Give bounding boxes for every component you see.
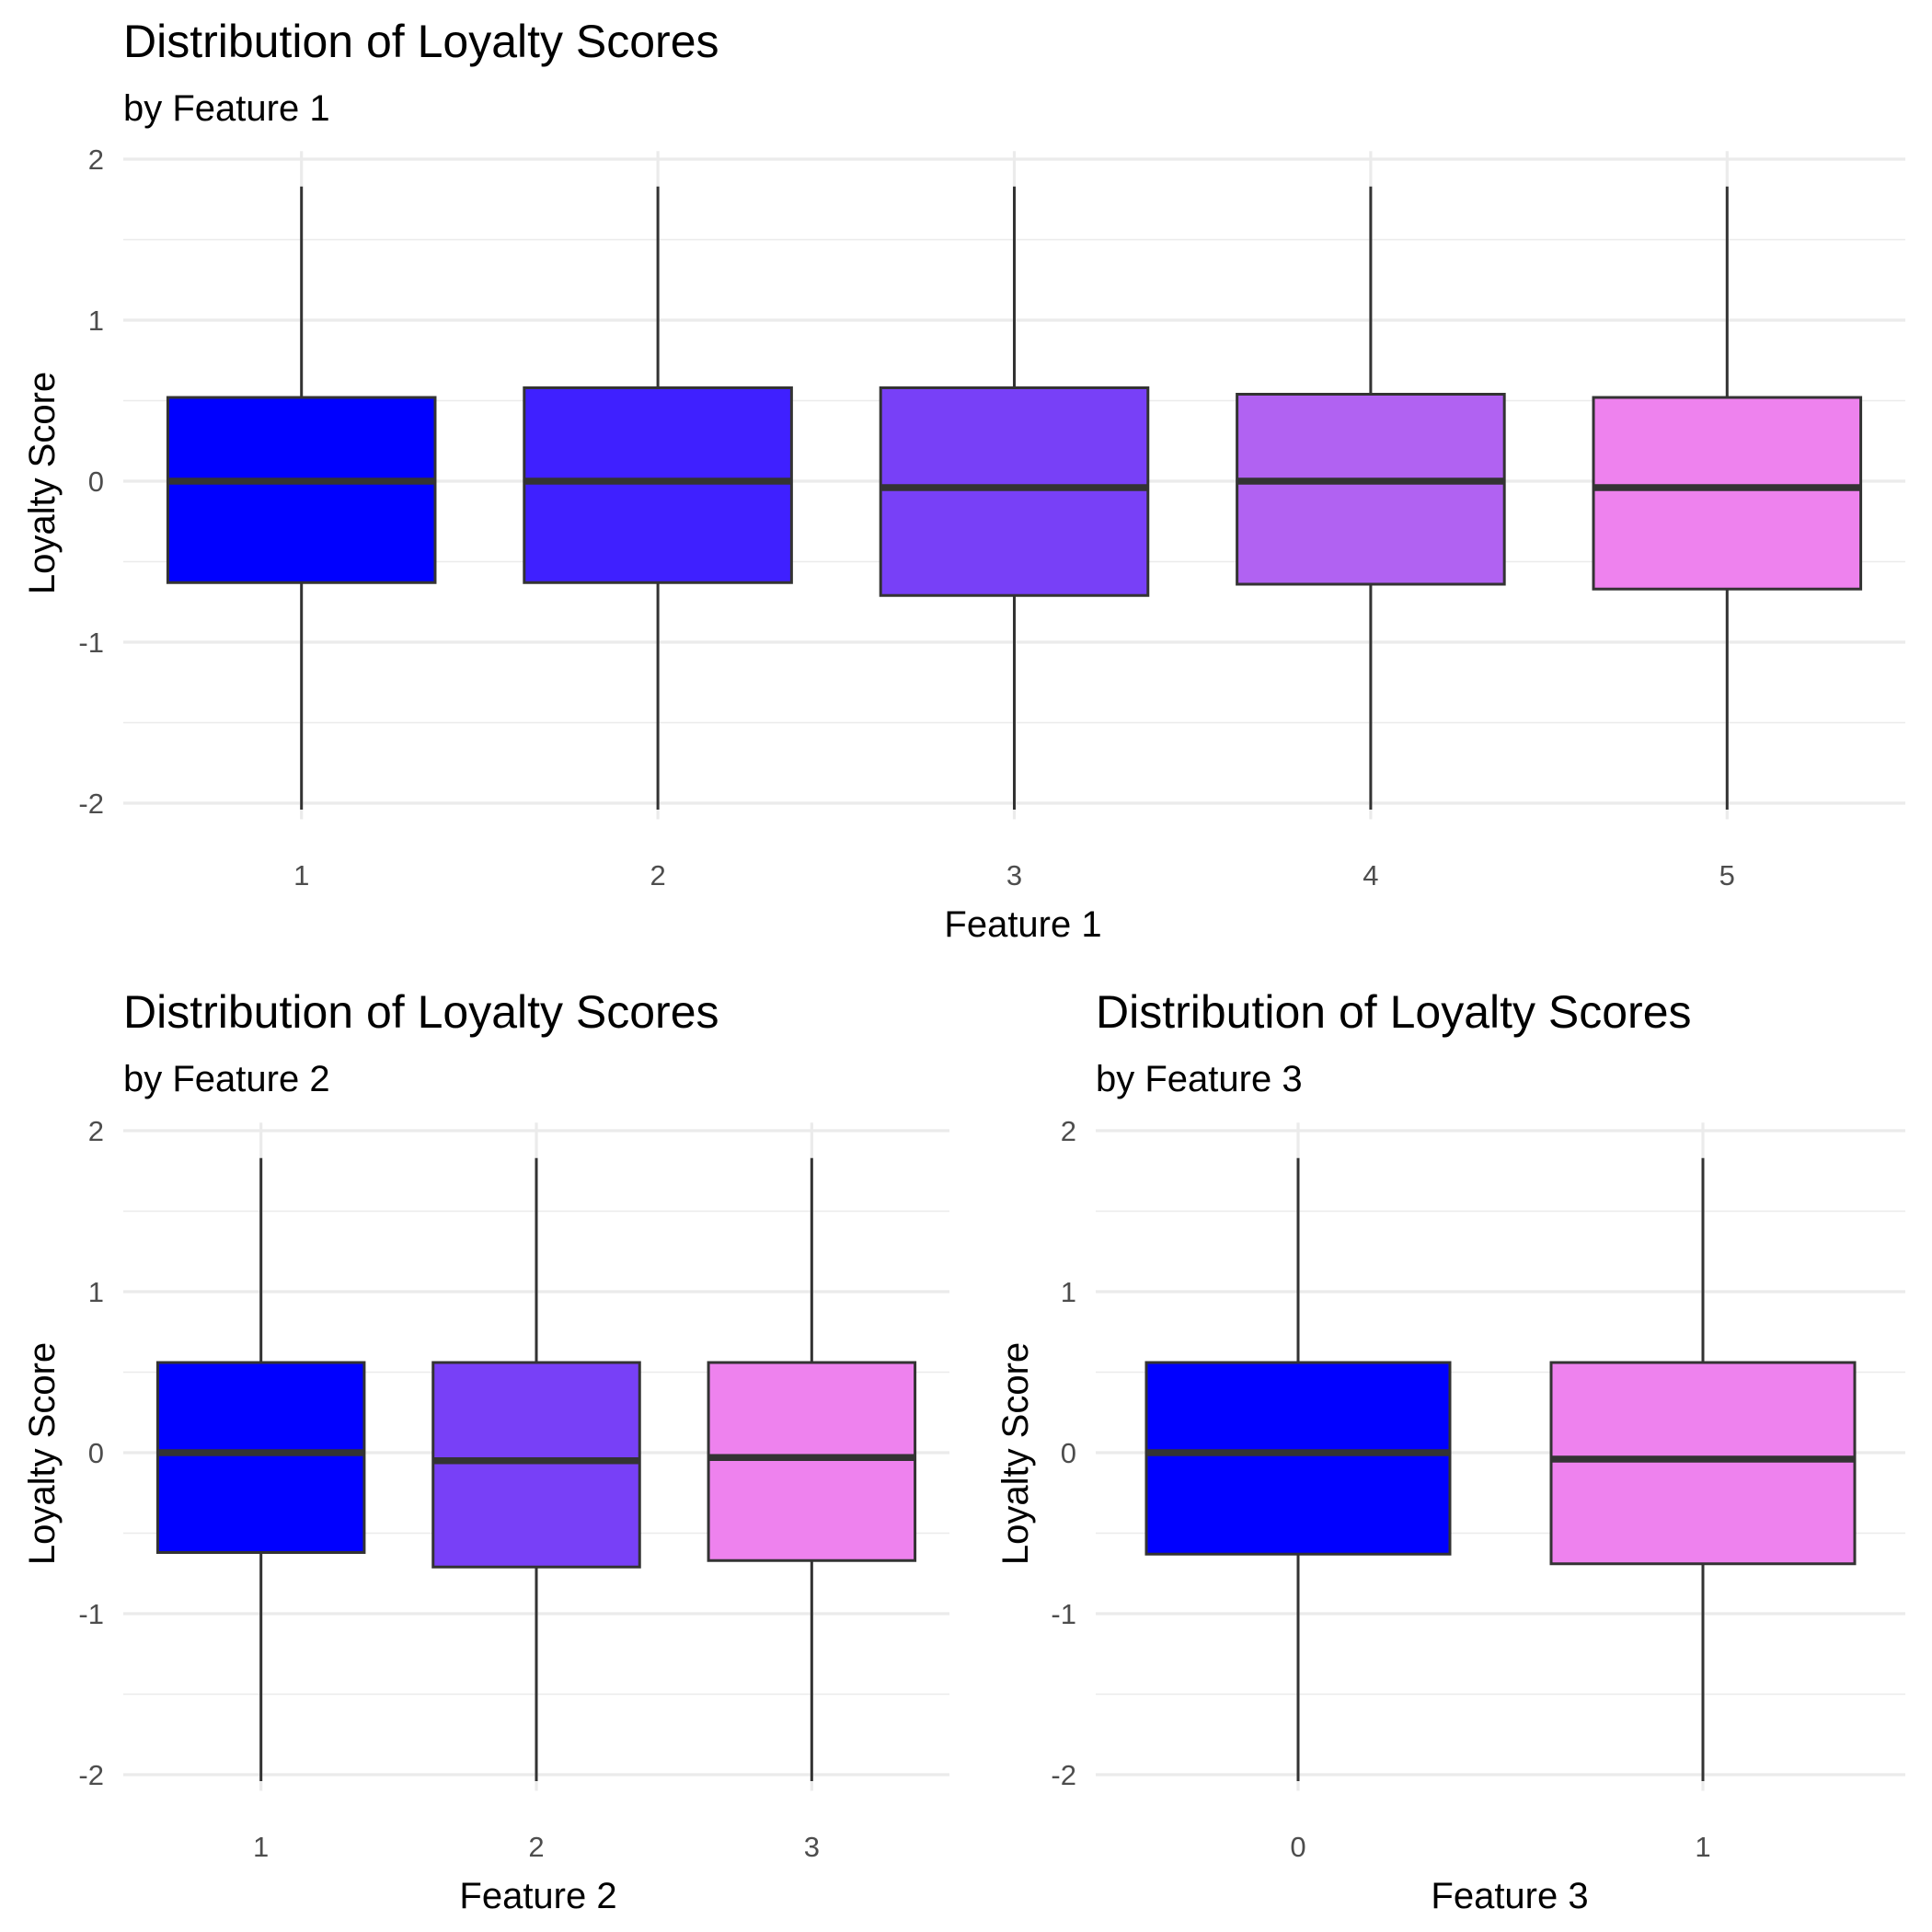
- box-category-1: [1549, 1361, 1857, 1566]
- y-tick-label: -2: [78, 788, 104, 820]
- plot-area: 2 1 0 -1 -2 1 2 3 4 5: [78, 144, 1905, 891]
- x-axis-title: Feature 2: [459, 1876, 616, 1916]
- y-tick-label: 2: [88, 1115, 104, 1147]
- box-category-1: [155, 1361, 366, 1554]
- y-tick-label: 0: [88, 1437, 104, 1469]
- x-tick-label: 2: [650, 859, 665, 891]
- y-tick-label: 1: [88, 305, 104, 337]
- box-category-0: [1144, 1361, 1452, 1556]
- box-category-2: [431, 1361, 641, 1569]
- chart-title: Distribution of Loyalty Scores: [123, 16, 719, 67]
- panel-feature-3: Distribution of Loyalty Scores by Featur…: [995, 986, 1905, 1916]
- box-category-5: [1592, 396, 1863, 591]
- x-tick-label: 1: [253, 1831, 269, 1863]
- chart-subtitle: by Feature 3: [1096, 1059, 1303, 1099]
- x-tick-label: 0: [1290, 1831, 1305, 1863]
- box-category-3: [707, 1361, 917, 1562]
- chart-title: Distribution of Loyalty Scores: [123, 986, 719, 1038]
- chart-subtitle: by Feature 2: [123, 1059, 330, 1099]
- chart-title: Distribution of Loyalty Scores: [1096, 986, 1692, 1038]
- y-tick-label: 2: [88, 144, 104, 176]
- x-tick-label: 5: [1719, 859, 1735, 891]
- y-axis-title: Loyalty Score: [22, 372, 63, 594]
- y-tick-label: -2: [1051, 1759, 1076, 1791]
- y-axis-title: Loyalty Score: [22, 1342, 63, 1565]
- y-axis-title: Loyalty Score: [995, 1342, 1036, 1565]
- y-tick-label: 2: [1061, 1115, 1076, 1147]
- x-tick-label: 3: [804, 1831, 820, 1863]
- x-axis-title: Feature 3: [1431, 1876, 1588, 1916]
- box-category-2: [523, 386, 793, 584]
- box-category-4: [1236, 393, 1506, 586]
- y-tick-label: -2: [78, 1759, 104, 1791]
- x-tick-label: 2: [528, 1831, 544, 1863]
- x-tick-label: 4: [1363, 859, 1378, 891]
- x-tick-label: 1: [293, 859, 309, 891]
- y-tick-label: 0: [1061, 1437, 1076, 1469]
- plot-area: 2 1 0 -1 -2 0 1: [1051, 1115, 1905, 1863]
- y-tick-label: -1: [78, 1598, 104, 1630]
- box-category-3: [879, 386, 1150, 597]
- y-tick-label: 1: [88, 1276, 104, 1308]
- box-category-1: [166, 396, 437, 584]
- y-tick-label: -1: [78, 627, 104, 659]
- y-tick-label: 0: [88, 466, 104, 498]
- plot-area: 2 1 0 -1 -2 1 2 3: [78, 1115, 949, 1863]
- y-tick-label: -1: [1051, 1598, 1076, 1630]
- panel-feature-1: Distribution of Loyalty Scores by Featur…: [22, 16, 1905, 945]
- chart-subtitle: by Feature 1: [123, 88, 330, 129]
- x-axis-title: Feature 1: [944, 904, 1101, 945]
- x-tick-label: 1: [1695, 1831, 1710, 1863]
- x-tick-label: 3: [1006, 859, 1022, 891]
- panel-feature-2: Distribution of Loyalty Scores by Featur…: [22, 986, 949, 1916]
- y-tick-label: 1: [1061, 1276, 1076, 1308]
